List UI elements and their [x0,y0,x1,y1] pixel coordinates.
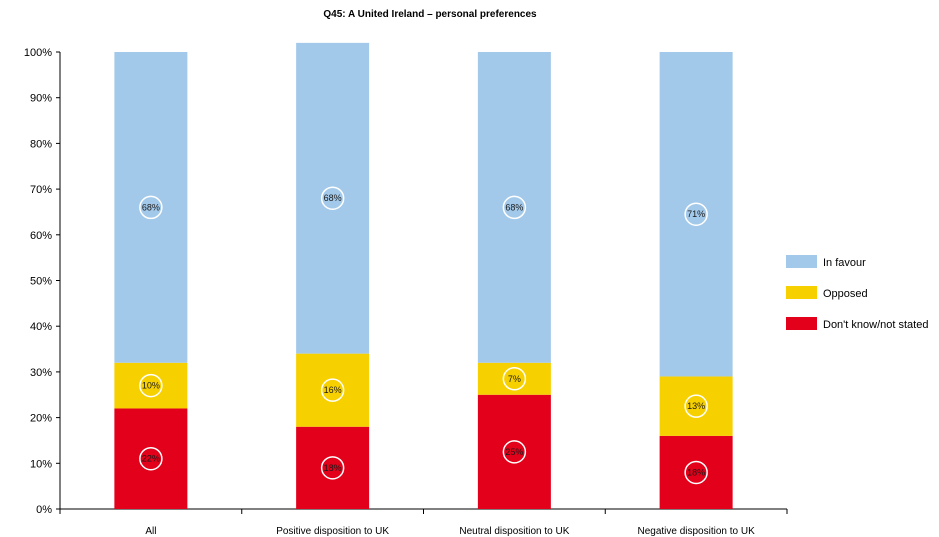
bar-segment [114,408,188,509]
y-tick-label: 30% [30,367,52,379]
bar-segment [114,52,188,363]
data-label: 18% [324,463,342,473]
data-label: 71% [687,209,705,219]
y-tick-label: 60% [30,230,52,242]
data-label-ring [320,456,345,480]
data-label: 68% [324,193,342,203]
y-tick-label: 90% [30,93,52,105]
y-tick-label: 80% [30,138,52,150]
x-tick-label: Positive disposition to UK [276,526,389,537]
axes: 0% 10% 20% 30% 40% 50% 60% 70% 80% 90% 100% All Posi… [24,47,788,537]
chart-title: Q45: A United Ireland – personal prefere… [323,9,537,20]
data-labels: 22% 10% 68% 18% 16% 68% 25% 7% 68% 18% 13% 71% [139,186,708,485]
data-label-ring [502,195,527,220]
data-label: 10% [142,381,160,391]
data-label-ring [502,440,527,464]
data-label-ring [684,460,708,485]
data-label: 16% [324,385,342,395]
y-tick-label: 20% [30,413,52,425]
legend: In favour Opposed Don't know/not stated [786,255,928,331]
y-tick-label: 10% [30,458,52,470]
data-label: 22% [142,454,160,464]
y-tick-label: 100% [24,47,52,59]
y-tick-label: 50% [30,276,52,288]
data-label: 13% [687,401,705,411]
bar-segment [296,353,370,427]
data-label: 7% [508,374,521,384]
data-label: 18% [687,467,705,477]
bar-segment [477,394,551,509]
bar-segment [659,52,733,377]
data-label-ring [684,202,708,226]
legend-swatch [786,255,817,268]
data-label-ring [139,373,163,398]
legend-label: Don't know/not stated [823,319,928,331]
y-tick-label: 40% [30,321,52,333]
legend-label: In favour [823,257,866,269]
data-label-ring [684,394,708,418]
data-label-ring [139,195,163,220]
data-label-ring [139,446,163,471]
legend-swatch [786,286,817,299]
y-tick-label: 70% [30,184,52,196]
x-tick-label: Neutral disposition to UK [459,526,569,537]
data-label-ring [502,367,527,391]
bar-segment [296,42,370,354]
x-tick-label: Negative disposition to UK [637,526,755,537]
bars [114,42,733,509]
legend-swatch [786,317,817,330]
y-tick-label: 0% [36,504,52,516]
data-label-ring [320,378,345,402]
bar-segment [659,376,733,436]
bar-segment [114,362,188,409]
bar-segment [659,435,733,509]
data-label: 68% [505,202,523,212]
data-label-ring [320,186,345,210]
data-label: 25% [505,447,523,457]
bar-segment [296,426,370,509]
x-tick-label: All [145,526,156,537]
bar-segment [477,52,551,363]
legend-label: Opposed [823,288,868,300]
data-label: 68% [142,202,160,212]
